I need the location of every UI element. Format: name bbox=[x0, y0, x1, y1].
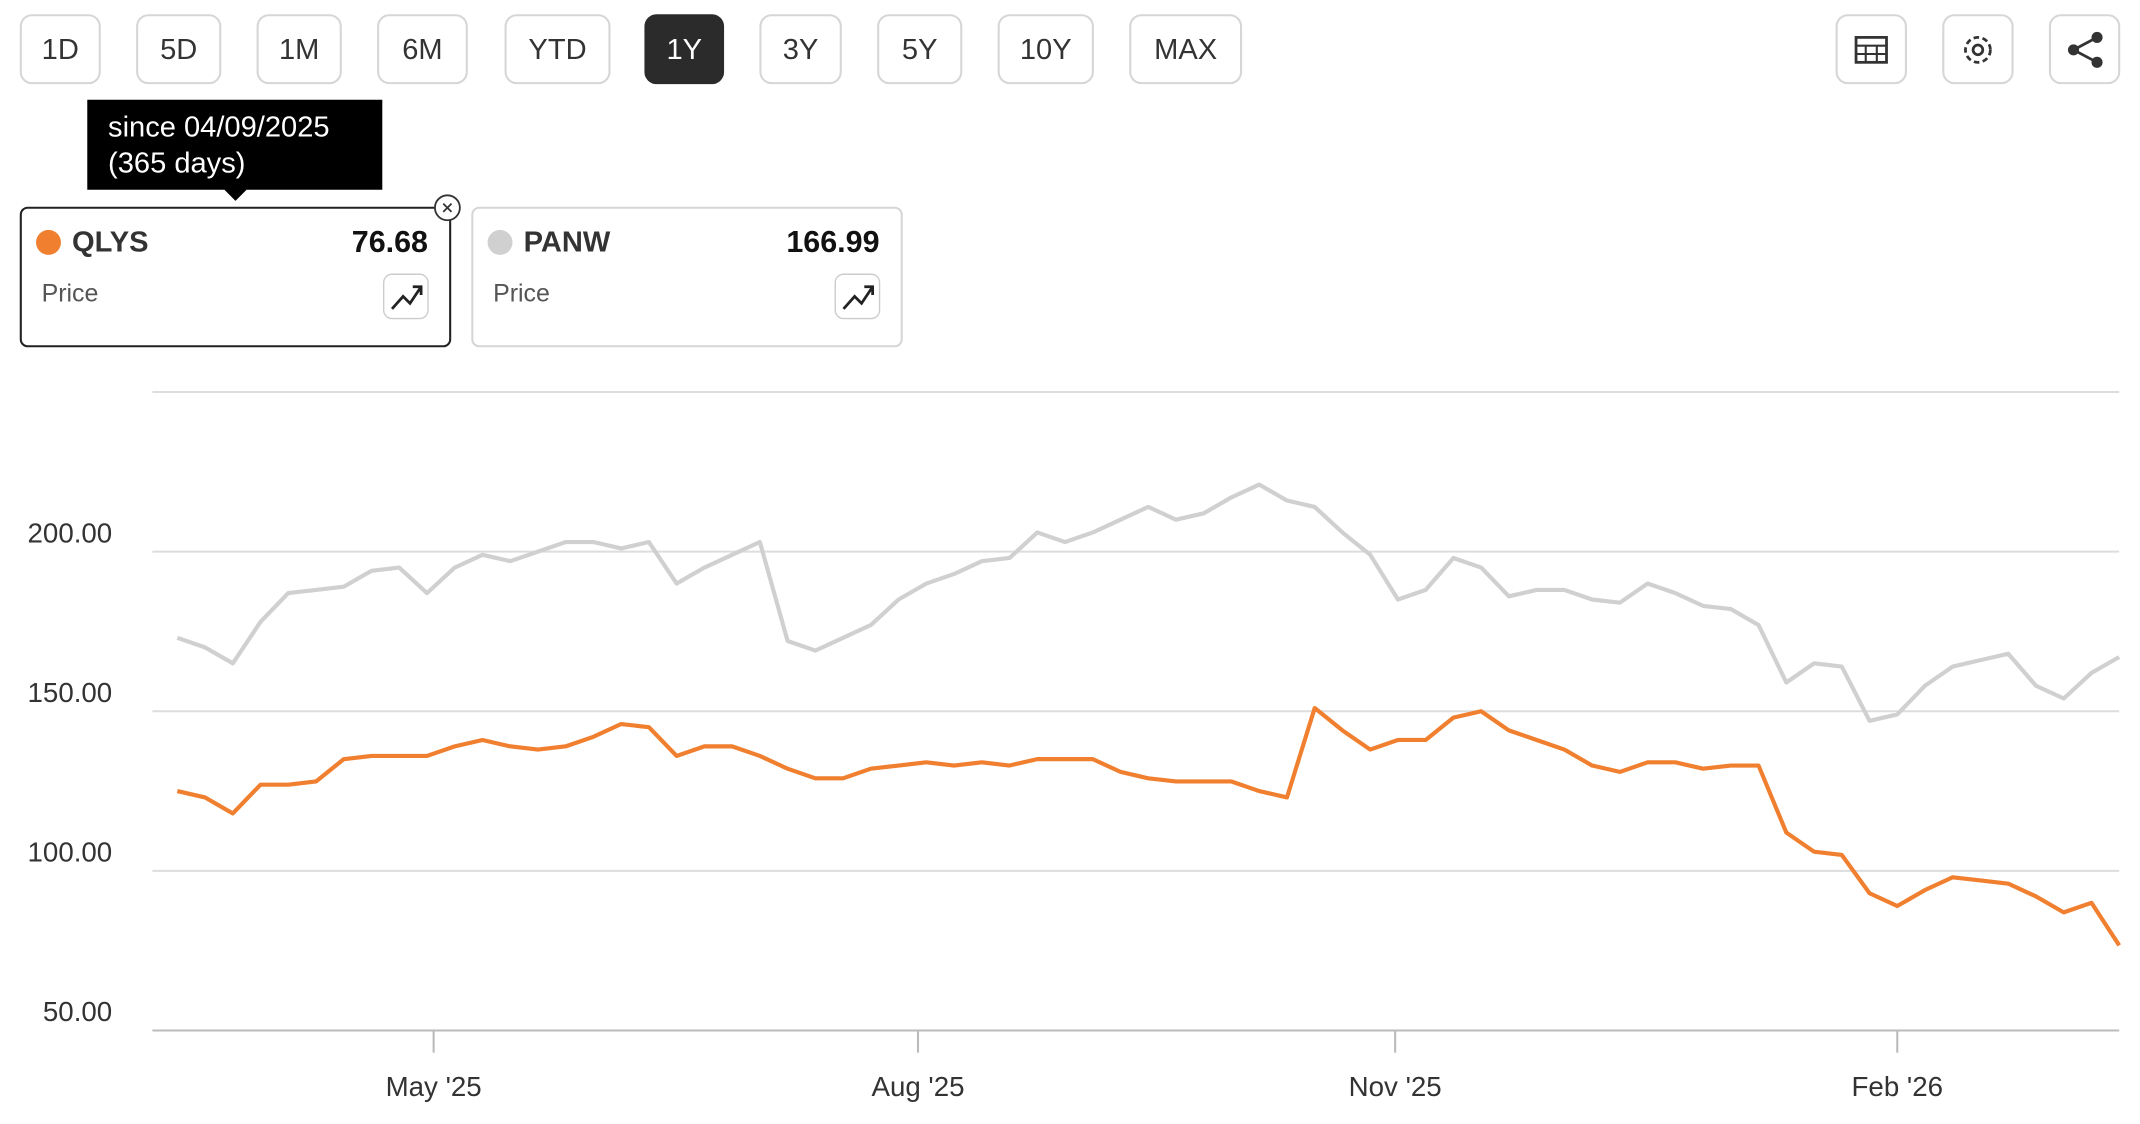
button-label: 6M bbox=[402, 34, 442, 66]
x-tick-label: Feb '26 bbox=[1852, 1071, 1943, 1102]
button-label: MAX bbox=[1154, 34, 1217, 66]
trend-icon bbox=[390, 285, 423, 310]
card-symbol: QLYS bbox=[72, 226, 149, 258]
legend-dot bbox=[487, 229, 513, 255]
range-button[interactable]: 1M bbox=[256, 14, 342, 85]
legend-dot bbox=[36, 229, 61, 255]
button-bg bbox=[2048, 14, 2121, 85]
button-bg bbox=[1129, 14, 1243, 85]
card-price: 76.68 bbox=[352, 225, 428, 259]
y-tick-label: 100.00 bbox=[28, 837, 113, 868]
button-label: 5D bbox=[160, 34, 197, 66]
range-button[interactable]: 6M bbox=[377, 14, 468, 85]
card-label: Price bbox=[493, 280, 550, 308]
button-label: 3Y bbox=[783, 34, 819, 66]
settings-button[interactable] bbox=[1942, 14, 2014, 85]
button-bg bbox=[877, 14, 963, 85]
table-button[interactable] bbox=[1835, 14, 1907, 85]
button-bg bbox=[19, 14, 101, 85]
x-tick-label: Nov '25 bbox=[1349, 1071, 1442, 1102]
trend-button[interactable] bbox=[834, 273, 881, 320]
range-button[interactable]: 3Y bbox=[759, 14, 842, 85]
y-tick-label: 200.00 bbox=[28, 517, 113, 548]
button-bg bbox=[1942, 14, 2014, 85]
share-button[interactable] bbox=[2048, 14, 2121, 85]
comparison-card[interactable]: QLYS 76.68 Price bbox=[19, 206, 452, 348]
tooltip-text: since 04/09/2025 bbox=[108, 112, 330, 144]
y-tick-label: 150.00 bbox=[28, 677, 113, 708]
range-button[interactable]: 5Y bbox=[877, 14, 963, 85]
button-bg bbox=[136, 14, 222, 85]
card-symbol: PANW bbox=[524, 226, 611, 258]
button-bg bbox=[377, 14, 468, 85]
button-label: YTD bbox=[528, 34, 586, 66]
icon bbox=[1964, 36, 1992, 64]
icon bbox=[1854, 36, 1888, 64]
button-label: 1M bbox=[279, 34, 319, 66]
button-bg bbox=[1835, 14, 1907, 85]
card-label: Price bbox=[42, 280, 99, 308]
icon bbox=[2067, 44, 2080, 56]
button-bg bbox=[256, 14, 342, 85]
button-label: 5Y bbox=[902, 34, 938, 66]
x-tick-label: Aug '25 bbox=[871, 1071, 964, 1102]
y-tick-label: 50.00 bbox=[43, 996, 112, 1027]
button-bg bbox=[644, 14, 725, 85]
button-bg bbox=[997, 14, 1094, 85]
comparison-card[interactable]: PANW 166.99 Price bbox=[471, 206, 903, 348]
tooltip-text: (365 days) bbox=[108, 148, 245, 180]
icon bbox=[1971, 43, 1985, 57]
card-price: 166.99 bbox=[786, 225, 879, 259]
icon bbox=[1856, 44, 1887, 63]
range-button[interactable]: 1D bbox=[19, 14, 101, 85]
range-button[interactable]: 10Y bbox=[997, 14, 1094, 85]
price-line bbox=[176, 705, 2121, 947]
card-bg bbox=[19, 206, 452, 348]
range-button[interactable]: MAX bbox=[1129, 14, 1243, 85]
trend-icon bbox=[842, 285, 875, 310]
icon bbox=[2091, 56, 2103, 68]
trend-button[interactable] bbox=[382, 273, 429, 320]
button-bg bbox=[759, 14, 842, 85]
button-label: 10Y bbox=[1020, 34, 1072, 66]
button-label: 1D bbox=[42, 34, 79, 66]
button-label: 1Y bbox=[666, 34, 702, 66]
x-tick-label: May '25 bbox=[386, 1071, 482, 1102]
card-bg bbox=[471, 206, 903, 348]
range-button[interactable]: 5D bbox=[136, 14, 222, 85]
range-button[interactable]: 1Y bbox=[644, 14, 725, 85]
tooltip-box bbox=[87, 99, 383, 201]
remove-icon bbox=[442, 202, 453, 213]
range-button[interactable]: YTD bbox=[504, 14, 611, 85]
price-line bbox=[176, 482, 2121, 723]
icon bbox=[2091, 31, 2103, 43]
button-bg bbox=[504, 14, 611, 85]
